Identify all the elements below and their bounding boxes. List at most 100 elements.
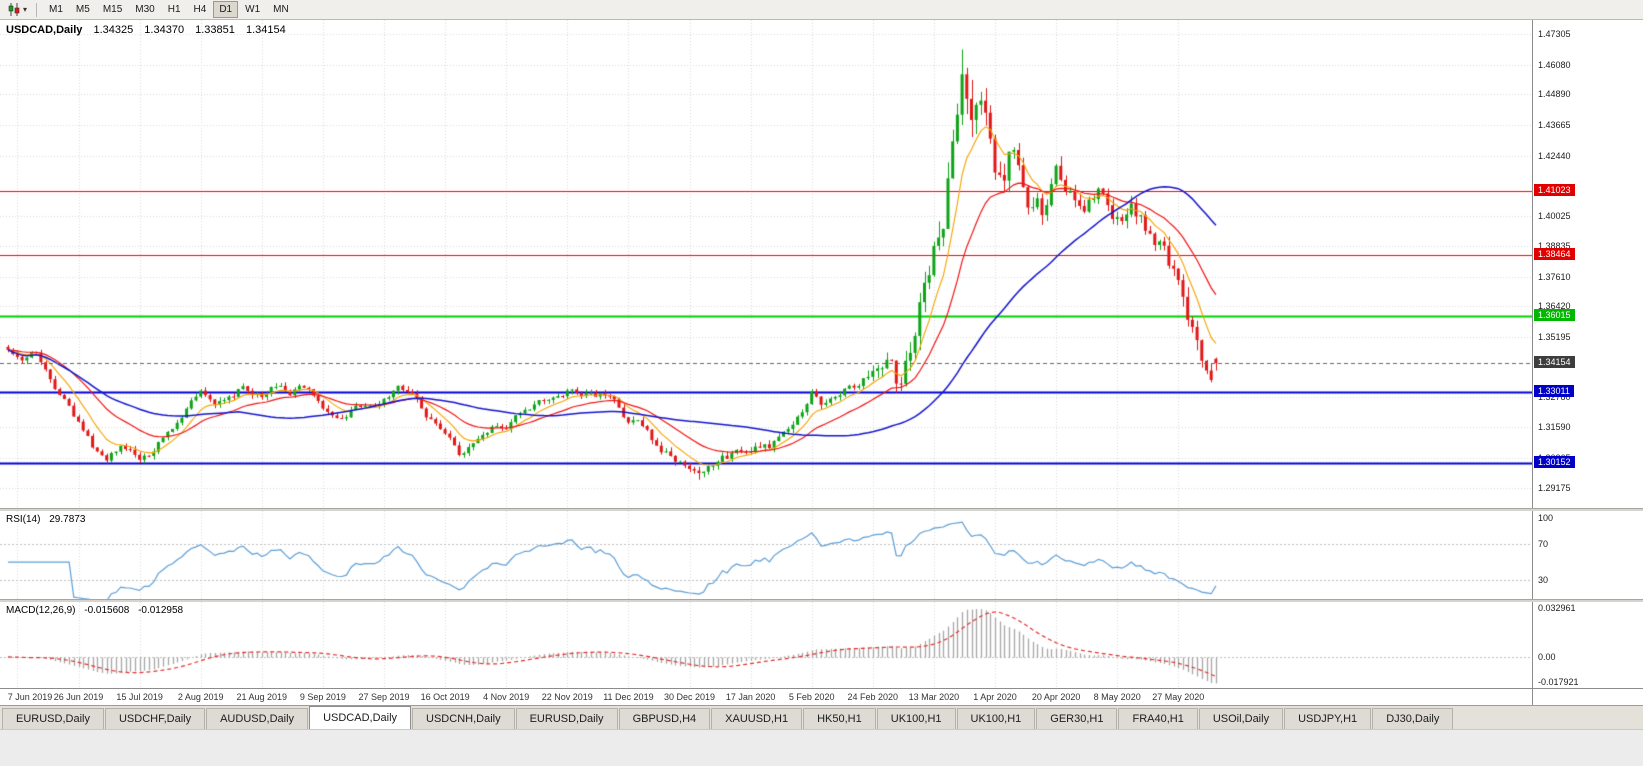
timeframe-buttons: M1 M5 M15 M30 H1 H4 D1 W1 MN bbox=[43, 1, 295, 18]
date-axis-label: 9 Sep 2019 bbox=[299, 692, 346, 702]
main-chart-canvas[interactable] bbox=[0, 20, 1532, 508]
dropdown-caret-icon: ▾ bbox=[23, 4, 28, 14]
rsi-axis-label: 100 bbox=[1538, 513, 1554, 524]
main-chart-panel: USDCAD,Daily 1.34325 1.34370 1.33851 1.3… bbox=[0, 20, 1643, 508]
price-axis[interactable]: 1.47305 1.46080 1.44890 1.43665 1.42440 1.400… bbox=[1532, 20, 1643, 508]
timeframe-button-h4[interactable]: H4 bbox=[193, 4, 207, 15]
rsi-panel: RSI(14) 29.7873 100 70 30 bbox=[0, 511, 1643, 599]
chart-tab-usdcad-daily[interactable]: USDCAD,Daily bbox=[309, 706, 412, 729]
candlestick-chart-icon bbox=[8, 3, 20, 16]
chart-tab-uk100-h1[interactable]: UK100,H1 bbox=[876, 708, 956, 729]
chart-tab-usdjpy-h1[interactable]: USDJPY,H1 bbox=[1284, 708, 1372, 729]
chart-tab-xauusd-h1[interactable]: XAUUSD,H1 bbox=[711, 708, 803, 729]
chart-tab-usdchf-daily[interactable]: USDCHF,Daily bbox=[104, 708, 206, 729]
price-axis-label: 1.35195 bbox=[1538, 331, 1571, 342]
date-axis-label: 22 Nov 2019 bbox=[541, 692, 593, 702]
panel-splitter-macd[interactable] bbox=[0, 599, 1643, 602]
date-axis-label: 1 Apr 2020 bbox=[973, 692, 1017, 702]
chart-tab-eurusd-daily[interactable]: EURUSD,Daily bbox=[515, 708, 618, 729]
price-axis-label: 1.37610 bbox=[1538, 271, 1571, 282]
date-axis-label: 7 Jun 2019 bbox=[7, 692, 53, 702]
price-axis-label: 1.31590 bbox=[1538, 422, 1571, 433]
price-axis-label: 1.38835 bbox=[1538, 240, 1571, 251]
timeframe-toolbar: ▾ M1 M5 M15 M30 H1 H4 D1 W1 MN bbox=[0, 0, 1643, 20]
date-axis-label: 27 May 2020 bbox=[1152, 692, 1205, 702]
date-axis-label: 8 May 2020 bbox=[1093, 692, 1141, 702]
date-axis-label: 15 Jul 2019 bbox=[116, 692, 163, 702]
macd-value-main: -0.015608 bbox=[84, 605, 130, 616]
macd-indicator-label: MACD(12,26,9) -0.015608 -0.012958 bbox=[6, 605, 183, 616]
date-axis-label: 5 Feb 2020 bbox=[788, 692, 835, 702]
macd-plot[interactable]: MACD(12,26,9) -0.015608 -0.012958 bbox=[0, 602, 1532, 688]
symbol-period-label: USDCAD,Daily bbox=[6, 24, 83, 36]
chart-tab-fra40-h1[interactable]: FRA40,H1 bbox=[1118, 708, 1198, 729]
macd-value-signal: -0.012958 bbox=[138, 605, 184, 616]
timeframe-button-d1[interactable]: D1 bbox=[213, 1, 239, 18]
price-level-badge: 1.34154 bbox=[1534, 356, 1575, 368]
macd-axis-label: -0.017921 bbox=[1538, 677, 1579, 687]
date-axis-label: 24 Feb 2020 bbox=[847, 692, 899, 702]
rsi-canvas[interactable] bbox=[0, 511, 1532, 599]
date-axis-label: 20 Apr 2020 bbox=[1031, 692, 1081, 702]
chart-tab-usoil-daily[interactable]: USOil,Daily bbox=[1198, 708, 1284, 729]
macd-axis-label: 0.032961 bbox=[1538, 603, 1576, 613]
timeframe-button-m5[interactable]: M5 bbox=[75, 4, 90, 15]
quote-low: 1.33851 bbox=[195, 24, 235, 36]
price-axis-label: 1.47305 bbox=[1538, 28, 1571, 39]
date-axis-label: 21 Aug 2019 bbox=[236, 692, 288, 702]
panel-splitter-rsi[interactable] bbox=[0, 508, 1643, 511]
date-axis-label: 2 Aug 2019 bbox=[177, 692, 224, 702]
chart-ohlc-title: USDCAD,Daily 1.34325 1.34370 1.33851 1.3… bbox=[6, 24, 286, 36]
date-axis-label: 17 Jan 2020 bbox=[725, 692, 776, 702]
chart-tab-usdcnh-daily[interactable]: USDCNH,Daily bbox=[412, 708, 515, 729]
price-axis-label: 1.46080 bbox=[1538, 59, 1571, 70]
timeframe-button-w1[interactable]: W1 bbox=[245, 4, 261, 15]
macd-axis[interactable]: 0.032961 0.00 -0.017921 bbox=[1532, 602, 1643, 688]
rsi-axis[interactable]: 100 70 30 bbox=[1532, 511, 1643, 599]
price-axis-label: 1.40025 bbox=[1538, 211, 1571, 222]
chart-tab-hk50-h1[interactable]: HK50,H1 bbox=[803, 708, 876, 729]
chart-tab-gbpusd-h4[interactable]: GBPUSD,H4 bbox=[618, 708, 711, 729]
axis-corner bbox=[1532, 688, 1643, 705]
quote-high: 1.34370 bbox=[144, 24, 185, 36]
price-level-badge: 1.41023 bbox=[1534, 184, 1575, 197]
price-axis-label: 1.44890 bbox=[1538, 89, 1571, 100]
timeframe-button-m15[interactable]: M15 bbox=[102, 4, 123, 15]
date-axis-label: 27 Sep 2019 bbox=[358, 692, 410, 702]
macd-canvas[interactable] bbox=[0, 602, 1532, 688]
rsi-value: 29.7873 bbox=[49, 514, 86, 525]
quote-open: 1.34325 bbox=[93, 24, 134, 36]
time-axis-row: 7 Jun 2019 26 Jun 2019 15 Jul 2019 2 Aug 20… bbox=[0, 688, 1643, 705]
timeframe-button-h1[interactable]: H1 bbox=[167, 4, 181, 15]
rsi-plot[interactable]: RSI(14) 29.7873 bbox=[0, 511, 1532, 599]
macd-panel: MACD(12,26,9) -0.015608 -0.012958 0.0329… bbox=[0, 602, 1643, 688]
toolbar-separator bbox=[36, 2, 38, 17]
rsi-name: RSI(14) bbox=[6, 514, 41, 525]
date-axis-label: 13 Mar 2020 bbox=[908, 692, 960, 702]
chart-type-button[interactable]: ▾ bbox=[4, 2, 30, 17]
chart-tab-ger30-h1[interactable]: GER30,H1 bbox=[1036, 708, 1118, 729]
chart-tab-audusd-daily[interactable]: AUDUSD,Daily bbox=[206, 708, 309, 729]
price-axis-label: 1.29175 bbox=[1538, 482, 1571, 493]
date-axis-label: 11 Dec 2019 bbox=[603, 692, 654, 702]
date-axis-label: 16 Oct 2019 bbox=[420, 692, 470, 702]
timeframe-button-m30[interactable]: M30 bbox=[135, 4, 155, 15]
time-axis[interactable]: 7 Jun 2019 26 Jun 2019 15 Jul 2019 2 Aug 20… bbox=[0, 688, 1532, 705]
chart-tab-bar: EURUSD,Daily USDCHF,Daily AUDUSD,Daily USDC… bbox=[0, 705, 1643, 729]
chart-tab-uk100-h1[interactable]: UK100,H1 bbox=[956, 708, 1036, 729]
chart-tab-eurusd-daily[interactable]: EURUSD,Daily bbox=[2, 708, 104, 729]
chart-tab-dj30-daily[interactable]: DJ30,Daily bbox=[1372, 708, 1454, 729]
price-chart-plot[interactable]: USDCAD,Daily 1.34325 1.34370 1.33851 1.3… bbox=[0, 20, 1532, 508]
price-axis-label: 1.42440 bbox=[1538, 150, 1571, 161]
timeframe-button-mn[interactable]: MN bbox=[273, 4, 289, 15]
rsi-indicator-label: RSI(14) 29.7873 bbox=[6, 514, 85, 525]
price-level-badge: 1.36015 bbox=[1534, 309, 1575, 322]
macd-axis-label: 0.00 bbox=[1538, 651, 1556, 662]
price-axis-label: 1.36420 bbox=[1538, 301, 1571, 312]
price-level-badge: 1.30152 bbox=[1534, 456, 1575, 469]
macd-name: MACD(12,26,9) bbox=[6, 605, 76, 616]
price-level-badge: 1.33011 bbox=[1534, 384, 1574, 397]
timeframe-button-m1[interactable]: M1 bbox=[49, 4, 63, 15]
date-axis-label: 26 Jun 2019 bbox=[53, 692, 104, 702]
